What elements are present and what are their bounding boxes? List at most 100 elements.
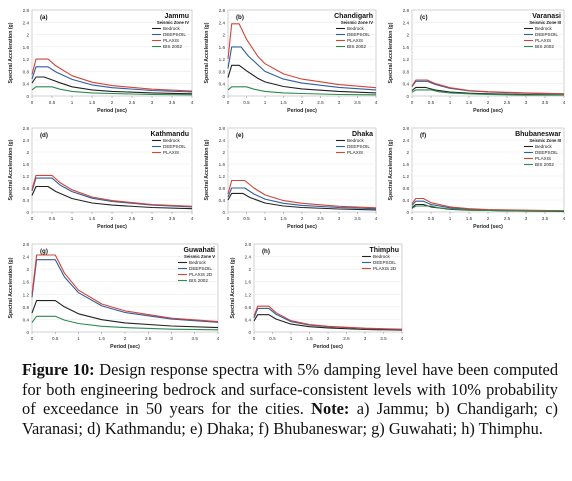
x-tick-label: 0	[227, 100, 230, 105]
seismic-zone-label: Seismic Zone III	[529, 138, 561, 143]
x-axis-title: Period (sec)	[313, 344, 343, 350]
chart-panel-c: 0 0.4 0.8 1.2 1.6 2 2.4 2.8 0 0.5 1 1.5 2 2.5 3 3.5 4 Per…	[382, 2, 570, 120]
legend-label: PLAXIS	[347, 38, 363, 43]
y-tick-label: 2.4	[219, 20, 226, 25]
y-tick-label: 0.8	[245, 305, 252, 310]
legend-label: PLAXIS	[163, 150, 179, 155]
panel-label: (h)	[262, 248, 270, 255]
seismic-zone-label: Seismic Zone III	[529, 20, 561, 25]
legend-label: BIS 2002	[347, 44, 366, 49]
y-tick-label: 1.2	[219, 57, 226, 62]
legend-label: DEEPSOIL	[163, 32, 186, 37]
series-line-bedrock	[31, 300, 219, 329]
x-tick-label: 4	[191, 216, 194, 221]
city-title: Thimphu	[369, 247, 399, 254]
series-line-bis-2002	[411, 89, 564, 96]
x-tick-label: 1.5	[89, 216, 96, 221]
y-tick-label: 0.8	[403, 69, 410, 74]
x-tick-label: 1.5	[280, 100, 287, 105]
y-tick-label: 0.8	[23, 69, 30, 74]
y-tick-label: 2.8	[245, 242, 252, 247]
x-tick-label: 3.5	[169, 100, 176, 105]
x-axis-title: Period (sec)	[97, 224, 127, 230]
figure-panels: 0 0.4 0.8 1.2 1.6 2 2.4 2.8 0 0.5 1 1.5 2 2.5 3 3.5 4 Per…	[2, 2, 570, 356]
y-tick-label: 2.8	[23, 242, 30, 247]
y-tick-label: 0.8	[403, 186, 410, 191]
x-tick-label: 3.5	[542, 216, 549, 221]
y-tick-label: 2.4	[23, 138, 30, 143]
x-tick-label: 2.5	[145, 336, 152, 341]
y-tick-label: 0.4	[23, 198, 30, 203]
x-tick-label: 1	[264, 100, 267, 105]
series-line-plaxis-2d	[253, 305, 403, 330]
series-line-plaxis	[227, 179, 377, 209]
x-tick-label: 0.5	[428, 216, 435, 221]
city-title: Varanasi	[532, 13, 561, 20]
city-title: Jammu	[164, 13, 189, 20]
legend-label: BIS 2002	[535, 162, 554, 167]
series-line-bedrock	[227, 64, 377, 94]
city-title: Bhubaneswar	[515, 131, 561, 138]
series-line-plaxis	[31, 174, 193, 207]
y-tick-label: 0.4	[219, 198, 226, 203]
x-tick-label: 0	[31, 336, 34, 341]
x-tick-label: 2	[487, 216, 490, 221]
x-tick-label: 3.5	[380, 336, 387, 341]
y-tick-label: 2.8	[23, 126, 30, 131]
x-tick-label: 0.5	[243, 100, 250, 105]
y-tick-label: 1.6	[403, 45, 410, 50]
x-tick-label: 0	[227, 216, 230, 221]
y-tick-label: 1.6	[23, 280, 30, 285]
panel-label: (b)	[236, 14, 244, 21]
series-line-plaxis	[31, 58, 193, 92]
y-tick-label: 2	[26, 267, 29, 272]
x-tick-label: 3.5	[192, 336, 199, 341]
panel-label: (c)	[420, 14, 428, 21]
y-tick-label: 2.4	[245, 255, 252, 260]
x-tick-label: 1.5	[280, 216, 287, 221]
x-tick-label: 2	[327, 336, 330, 341]
legend-label: DEEPSOIL	[163, 144, 186, 149]
y-tick-label: 0.4	[23, 82, 30, 87]
y-tick-label: 0	[222, 210, 225, 215]
x-tick-label: 2.5	[129, 100, 136, 105]
legend-label: PLAXIS 2D	[373, 266, 397, 271]
legend-label: DEEPSOIL	[347, 32, 370, 37]
y-tick-label: 0.8	[219, 69, 226, 74]
legend-label: BIS 2002	[535, 44, 554, 49]
y-tick-label: 2.8	[403, 126, 410, 131]
legend-label: Bedrock	[163, 138, 181, 143]
y-tick-label: 0.4	[403, 82, 410, 87]
legend-label: PLAXIS	[163, 38, 179, 43]
x-tick-label: 2.5	[504, 100, 511, 105]
y-axis-title: Spectral Acceleration (g)	[8, 139, 14, 200]
caption-label: Figure 10:	[22, 360, 95, 379]
caption-note-text: a) Jammu; b) Chandigarh; c) Varanasi; d)…	[22, 399, 558, 438]
plot-frame	[31, 127, 193, 213]
chart-panel-e: 0 0.4 0.8 1.2 1.6 2 2.4 2.8 0 0.5 1 1.5 2 2.5 3 3.5 4 Per…	[198, 120, 382, 236]
x-tick-label: 2.5	[317, 216, 324, 221]
panel-label: (d)	[40, 132, 48, 139]
chart-panel-g: 0 0.4 0.8 1.2 1.6 2 2.4 2.8 0 0.5 1 1.5 2 2.5 3 3.5 4 Per…	[2, 236, 224, 356]
x-tick-label: 0	[411, 100, 414, 105]
x-axis-title: Period (sec)	[110, 344, 140, 350]
y-tick-label: 2	[26, 150, 29, 155]
legend-label: DEEPSOIL	[535, 150, 558, 155]
legend-label: Bedrock	[373, 254, 391, 259]
series-line-deepsoil	[31, 259, 219, 323]
y-tick-label: 0	[248, 330, 251, 335]
seismic-zone-label: Seismic Zone IV	[157, 20, 189, 25]
y-axis-title: Spectral Acceleration (g)	[230, 257, 236, 318]
chart-svg: 0 0.4 0.8 1.2 1.6 2 2.4 2.8 0 0.5 1 1.5 2 2.5 3 3.5 4 Per…	[8, 8, 194, 114]
legend-label: PLAXIS 2D	[189, 272, 213, 277]
legend-label: Bedrock	[535, 144, 553, 149]
seismic-zone-label: Seismic Zone IV	[341, 20, 373, 25]
plot-frame	[253, 243, 403, 333]
legend-label: PLAXIS	[347, 150, 363, 155]
y-tick-label: 1.6	[23, 162, 30, 167]
y-tick-label: 0.8	[23, 186, 30, 191]
y-tick-label: 0.8	[23, 305, 30, 310]
series-line-deepsoil	[31, 177, 193, 208]
legend-label: BIS 2002	[163, 44, 182, 49]
x-tick-label: 4	[563, 100, 566, 105]
